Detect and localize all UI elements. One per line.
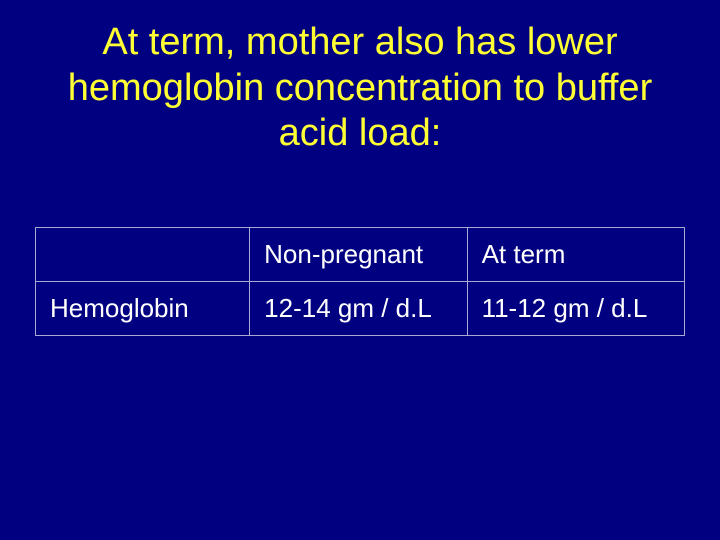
data-cell-atterm: 11-12 gm / d.L: [467, 281, 684, 335]
row-label-cell: Hemoglobin: [36, 281, 250, 335]
data-table: Non-pregnant At term Hemoglobin 12-14 gm…: [35, 227, 685, 336]
header-cell-empty: [36, 227, 250, 281]
slide-container: At term, mother also has lower hemoglobi…: [0, 0, 720, 540]
table-header-row: Non-pregnant At term: [36, 227, 685, 281]
table-row: Hemoglobin 12-14 gm / d.L 11-12 gm / d.L: [36, 281, 685, 335]
slide-title: At term, mother also has lower hemoglobi…: [30, 20, 690, 157]
table-container: Non-pregnant At term Hemoglobin 12-14 gm…: [30, 227, 690, 336]
header-cell-nonpregnant: Non-pregnant: [250, 227, 467, 281]
header-cell-atterm: At term: [467, 227, 684, 281]
data-cell-nonpregnant: 12-14 gm / d.L: [250, 281, 467, 335]
